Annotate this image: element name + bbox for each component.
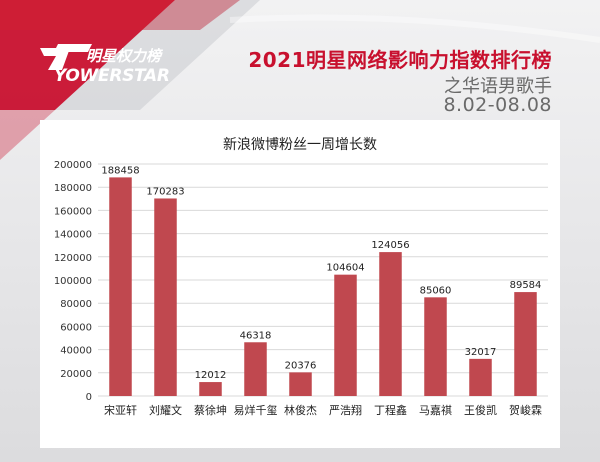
bar-value-label: 85060 [420, 285, 452, 296]
y-tick-label: 160000 [54, 206, 92, 217]
chart-title: 新浪微博粉丝一周增长数 [223, 137, 377, 153]
y-tick-label: 0 [86, 392, 92, 403]
x-tick-label: 丁程鑫 [374, 403, 407, 417]
x-tick-label: 严浩翔 [329, 403, 362, 417]
y-tick-label: 180000 [54, 183, 92, 194]
y-tick-label: 60000 [60, 322, 92, 333]
y-tick-label: 120000 [54, 253, 92, 264]
bar [289, 372, 312, 396]
bar [334, 274, 357, 396]
logo-mark-icon [40, 44, 92, 70]
bar [154, 198, 177, 396]
x-tick-label: 林俊杰 [284, 403, 317, 417]
y-tick-label: 20000 [60, 369, 92, 380]
bar-chart: 188458 170283 12012 46318 20376 104604 124056 8… [54, 160, 548, 417]
x-tick-label: 贺峻霖 [509, 403, 542, 417]
y-tick-label: 80000 [60, 299, 92, 310]
bars [109, 177, 537, 396]
bar [424, 297, 447, 396]
x-tick-label: 王俊凯 [464, 403, 497, 417]
bar-value-label: 170283 [146, 186, 184, 197]
brand-name-cn: 明星权力榜 [86, 47, 162, 65]
bar [469, 358, 492, 396]
bar-value-label: 124056 [371, 240, 409, 251]
chart-panel: 新浪微博粉丝一周增长数 188458 170283 12012 46318 20376 1… [40, 120, 560, 448]
y-tick-label: 40000 [60, 346, 92, 357]
x-tick-label: 马嘉祺 [419, 403, 452, 417]
bar-value-label: 188458 [101, 165, 139, 176]
bar-value-label: 89584 [510, 280, 542, 291]
y-axis-ticks: 0 20000 40000 60000 80000 100000 120000 140000 1… [54, 160, 92, 403]
y-tick-label: 140000 [54, 230, 92, 241]
bar [514, 292, 537, 396]
brand-logo: 明星权力榜 YOWERSTAR [0, 0, 230, 110]
bar-value-label: 20376 [285, 360, 317, 371]
data-labels: 188458 170283 12012 46318 20376 104604 124056 8… [101, 165, 541, 381]
x-tick-label: 蔡徐坤 [194, 403, 227, 417]
x-axis-ticks: 宋亚轩 刘耀文 蔡徐坤 易烊千玺 林俊杰 严浩翔 丁程鑫 马嘉祺 王俊凯 贺峻霖 [104, 403, 542, 417]
x-tick-label: 宋亚轩 [104, 403, 137, 417]
x-tick-label: 易烊千玺 [234, 403, 278, 417]
bar-value-label: 12012 [195, 370, 227, 381]
y-tick-label: 200000 [54, 160, 92, 171]
page-subtitle: 之华语男歌手 [444, 76, 552, 97]
bar [379, 252, 402, 396]
bar-value-label: 104604 [326, 263, 364, 274]
page-title: 2021明星网络影响力指数排行榜 [248, 48, 552, 72]
brand-name-en: YOWERSTAR [54, 66, 170, 86]
date-range: 8.02-08.08 [443, 94, 552, 116]
x-tick-label: 刘耀文 [149, 403, 182, 417]
bar [109, 177, 132, 396]
bar [244, 342, 267, 396]
y-tick-label: 100000 [54, 276, 92, 287]
bar-value-label: 32017 [465, 347, 497, 358]
bar-value-label: 46318 [240, 330, 272, 341]
bar [199, 382, 222, 396]
